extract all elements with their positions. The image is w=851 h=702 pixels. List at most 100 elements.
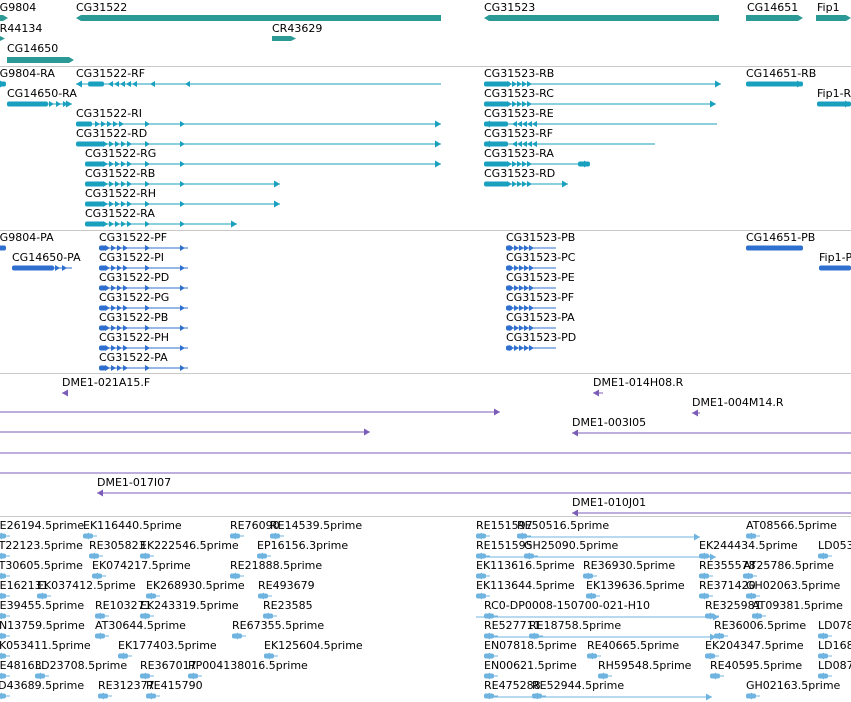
- transcript-cg31522-ra[interactable]: [85, 220, 237, 228]
- transcript-cg31523-rb[interactable]: [484, 80, 721, 88]
- est-ld43689-5prime[interactable]: [0, 692, 10, 700]
- est-re103271[interactable]: [95, 612, 109, 620]
- protein-cg31523-pe[interactable]: [506, 285, 556, 291]
- clone-dme1-017i07[interactable]: [97, 489, 851, 497]
- transcript-cg31523-rd[interactable]: [484, 180, 568, 188]
- transcript-cg14651-rb[interactable]: [746, 80, 803, 88]
- protein-cg31522-pa[interactable]: [99, 365, 188, 371]
- est-ek222546-5prime[interactable]: [140, 552, 154, 560]
- est-span[interactable]: [524, 533, 700, 541]
- est-ek113616-5prime[interactable]: [476, 572, 490, 580]
- est-ld07869[interactable]: [818, 632, 832, 640]
- est-re493679[interactable]: [258, 592, 272, 600]
- est-re52944-5prime[interactable]: [532, 692, 546, 700]
- est-re40595-5prime[interactable]: [710, 672, 724, 680]
- est-re305823[interactable]: [89, 552, 103, 560]
- gene-cg9804[interactable]: [0, 15, 8, 21]
- protein-cg31523-pf[interactable]: [506, 305, 556, 311]
- protein-cg31523-pa[interactable]: [506, 325, 556, 331]
- est-re151597[interactable]: [476, 532, 490, 540]
- transcript-cg31522-ri[interactable]: [76, 120, 441, 128]
- est-ep16156-3prime[interactable]: [257, 552, 271, 560]
- protein-cg9804-pa[interactable]: [0, 245, 6, 251]
- est-re21888-5prime[interactable]: [230, 572, 244, 580]
- est-en13759-5prime[interactable]: [0, 632, 10, 640]
- est-ek204347-5prime[interactable]: [705, 652, 719, 660]
- est-at22123-5prime[interactable]: [0, 552, 10, 560]
- protein-cg31522-pb[interactable]: [99, 325, 188, 331]
- est-re26194-5prime[interactable]: [0, 532, 10, 540]
- clone-read-span[interactable]: [0, 408, 500, 416]
- gene-fip1[interactable]: [816, 15, 851, 21]
- protein-cg31523-pc[interactable]: [506, 265, 556, 271]
- est-span[interactable]: [476, 613, 719, 621]
- est-re312377[interactable]: [98, 692, 112, 700]
- est-gh02163-5prime[interactable]: [746, 692, 760, 700]
- clone-read-span[interactable]: [0, 428, 370, 436]
- protein-fip1-pa[interactable]: [819, 265, 851, 271]
- est-en07818-5prime[interactable]: [484, 652, 498, 660]
- est-rh59548-5prime[interactable]: [598, 672, 612, 680]
- gene-cg14650[interactable]: [7, 57, 74, 63]
- est-ek177403-5prime[interactable]: [118, 652, 132, 660]
- est-ek037412-5prime[interactable]: [37, 592, 51, 600]
- protein-cg14650-pa[interactable]: [12, 265, 72, 271]
- transcript-cg31523-rc[interactable]: [484, 100, 716, 108]
- gene-cr43629[interactable]: [272, 36, 296, 41]
- transcript-cg31522-rg[interactable]: [85, 160, 441, 168]
- est-at09381-5prime[interactable]: [752, 612, 766, 620]
- est-rp004138016-5prime[interactable]: [188, 672, 202, 680]
- est-gh02063-5prime[interactable]: [746, 592, 760, 600]
- est-ld05373[interactable]: [818, 552, 832, 560]
- est-at30605-5prime[interactable]: [0, 572, 10, 580]
- est-re23585[interactable]: [263, 612, 277, 620]
- est-re76090[interactable]: [230, 532, 244, 540]
- est-re39455-5prime[interactable]: [0, 612, 10, 620]
- protein-cg31522-pi[interactable]: [99, 265, 188, 271]
- transcript-fip1-ra[interactable]: [817, 100, 851, 108]
- est-re67355-5prime[interactable]: [232, 632, 246, 640]
- gene-cg31523[interactable]: [484, 15, 719, 21]
- protein-cg31522-pf[interactable]: [99, 245, 188, 251]
- est-ek125604-5prime[interactable]: [264, 652, 278, 660]
- clone-dme1-003i05[interactable]: [572, 429, 851, 437]
- clone-dme1-004m14-r[interactable]: [692, 409, 700, 417]
- est-at08566-5prime[interactable]: [746, 532, 760, 540]
- est-re162131[interactable]: [0, 592, 10, 600]
- est-ek074217-5prime[interactable]: [92, 572, 106, 580]
- est-at30644-5prime[interactable]: [95, 632, 109, 640]
- est-re36006-5prime[interactable]: [714, 632, 728, 640]
- protein-cg14651-pb[interactable]: [746, 245, 803, 251]
- est-re371420[interactable]: [699, 592, 713, 600]
- est-en00621-5prime[interactable]: [484, 672, 498, 680]
- protein-cg31522-pd[interactable]: [99, 285, 188, 291]
- est-re367017[interactable]: [140, 672, 154, 680]
- transcript-cg31522-rh[interactable]: [85, 200, 280, 208]
- transcript-cg31522-rf[interactable]: [76, 80, 441, 88]
- transcript-cg31522-rb[interactable]: [85, 180, 280, 188]
- est-at25786-5prime[interactable]: [743, 572, 757, 580]
- est-ek053411-5prime[interactable]: [0, 652, 10, 660]
- est-span[interactable]: [484, 633, 716, 641]
- protein-cg31523-pd[interactable]: [506, 345, 556, 351]
- clone-dme1-010j01[interactable]: [572, 509, 851, 517]
- transcript-cg9804-ra[interactable]: [0, 80, 6, 88]
- est-re475288[interactable]: [484, 692, 498, 700]
- est-ld23708-5prime[interactable]: [35, 672, 49, 680]
- est-span[interactable]: [476, 553, 716, 561]
- transcript-cg31523-ra[interactable]: [484, 160, 590, 168]
- est-re14539-5prime[interactable]: [270, 532, 284, 540]
- est-re415790[interactable]: [146, 692, 160, 700]
- est-ek116440-5prime[interactable]: [83, 532, 97, 540]
- est-ek113644-5prime[interactable]: [476, 592, 490, 600]
- protein-cg31522-ph[interactable]: [99, 345, 188, 351]
- est-re355578[interactable]: [699, 572, 713, 580]
- est-span[interactable]: [484, 693, 712, 701]
- est-re36930-5prime[interactable]: [583, 572, 597, 580]
- est-ek268930-5prime[interactable]: [146, 592, 160, 600]
- clone-dme1-021a15-f[interactable]: [62, 389, 68, 397]
- transcript-cg14650-ra[interactable]: [7, 100, 72, 108]
- est-ld08756[interactable]: [818, 672, 832, 680]
- transcript-cg31522-rd[interactable]: [76, 140, 441, 148]
